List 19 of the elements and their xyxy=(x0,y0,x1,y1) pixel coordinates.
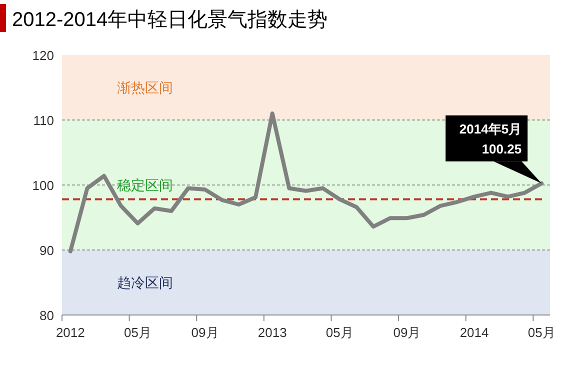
y-tick-label: 80 xyxy=(40,308,54,323)
x-tick-label: 05月 xyxy=(326,325,354,340)
x-tick-label: 2012 xyxy=(56,325,85,340)
y-tick-label: 90 xyxy=(40,243,54,258)
annotation: 2014年5月 xyxy=(459,121,522,136)
x-tick-label: 09月 xyxy=(393,325,421,340)
x-tick-label: 05月 xyxy=(528,325,556,340)
y-tick-label: 110 xyxy=(33,113,54,128)
annotation: 100.25 xyxy=(482,141,522,156)
x-tick-label: 2014 xyxy=(460,325,489,340)
y-tick-label: 100 xyxy=(32,178,54,193)
x-tick-label: 09月 xyxy=(191,325,219,340)
y-tick-label: 120 xyxy=(32,48,54,63)
band-label: 渐热区间 xyxy=(116,80,173,96)
band-label: 稳定区间 xyxy=(116,177,173,193)
band-label: 趋冷区间 xyxy=(116,274,173,290)
chart-title: 2012-2014年中轻日化景气指数走势 xyxy=(12,9,328,31)
x-tick-label: 2013 xyxy=(258,325,287,340)
x-tick-label: 05月 xyxy=(124,325,152,340)
